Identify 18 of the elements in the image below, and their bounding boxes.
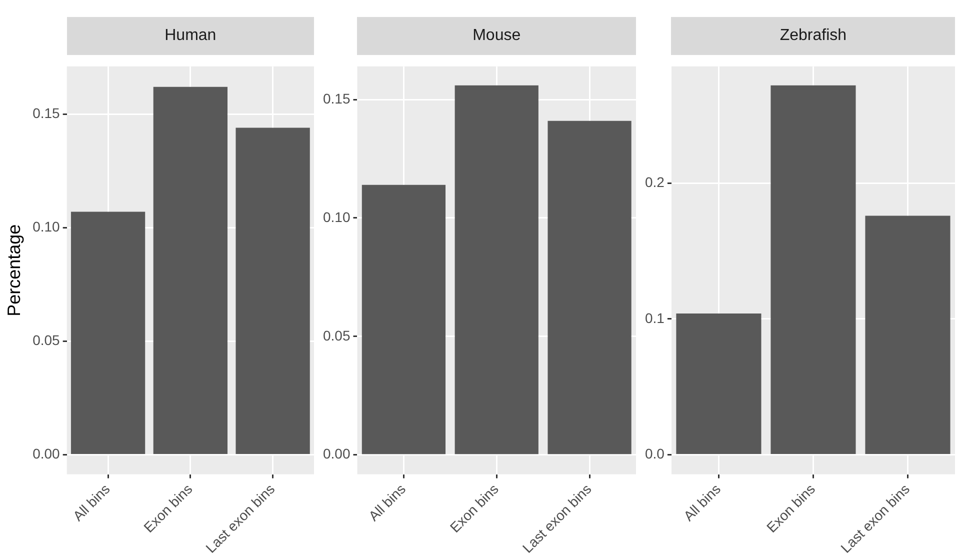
- y-tick-label: 0.2: [644, 174, 665, 190]
- y-tick-label: 0.10: [323, 208, 350, 225]
- y-tick-label: 0.05: [32, 332, 60, 348]
- chart-title: Mouse: [357, 17, 636, 55]
- chart-title: Zebrafish: [671, 17, 955, 55]
- y-tick-label: 0.10: [32, 218, 60, 235]
- x-tick-label: All bins: [70, 480, 113, 524]
- y-tick-label: 0.1: [644, 310, 665, 326]
- y-tick-label: 0.05: [323, 327, 350, 344]
- y-tick-label: 0.15: [323, 90, 350, 106]
- x-tick-label: All bins: [680, 480, 724, 524]
- y-tick-label: 0.0: [644, 446, 665, 462]
- x-tick-label: All bins: [365, 480, 409, 524]
- y-axis-title: Percentage: [4, 224, 24, 316]
- y-tick-label: 0.00: [323, 446, 350, 462]
- y-tick-label: 0.15: [32, 104, 60, 121]
- y-tick-label: 0.00: [32, 446, 60, 462]
- chart-title: Human: [66, 17, 314, 55]
